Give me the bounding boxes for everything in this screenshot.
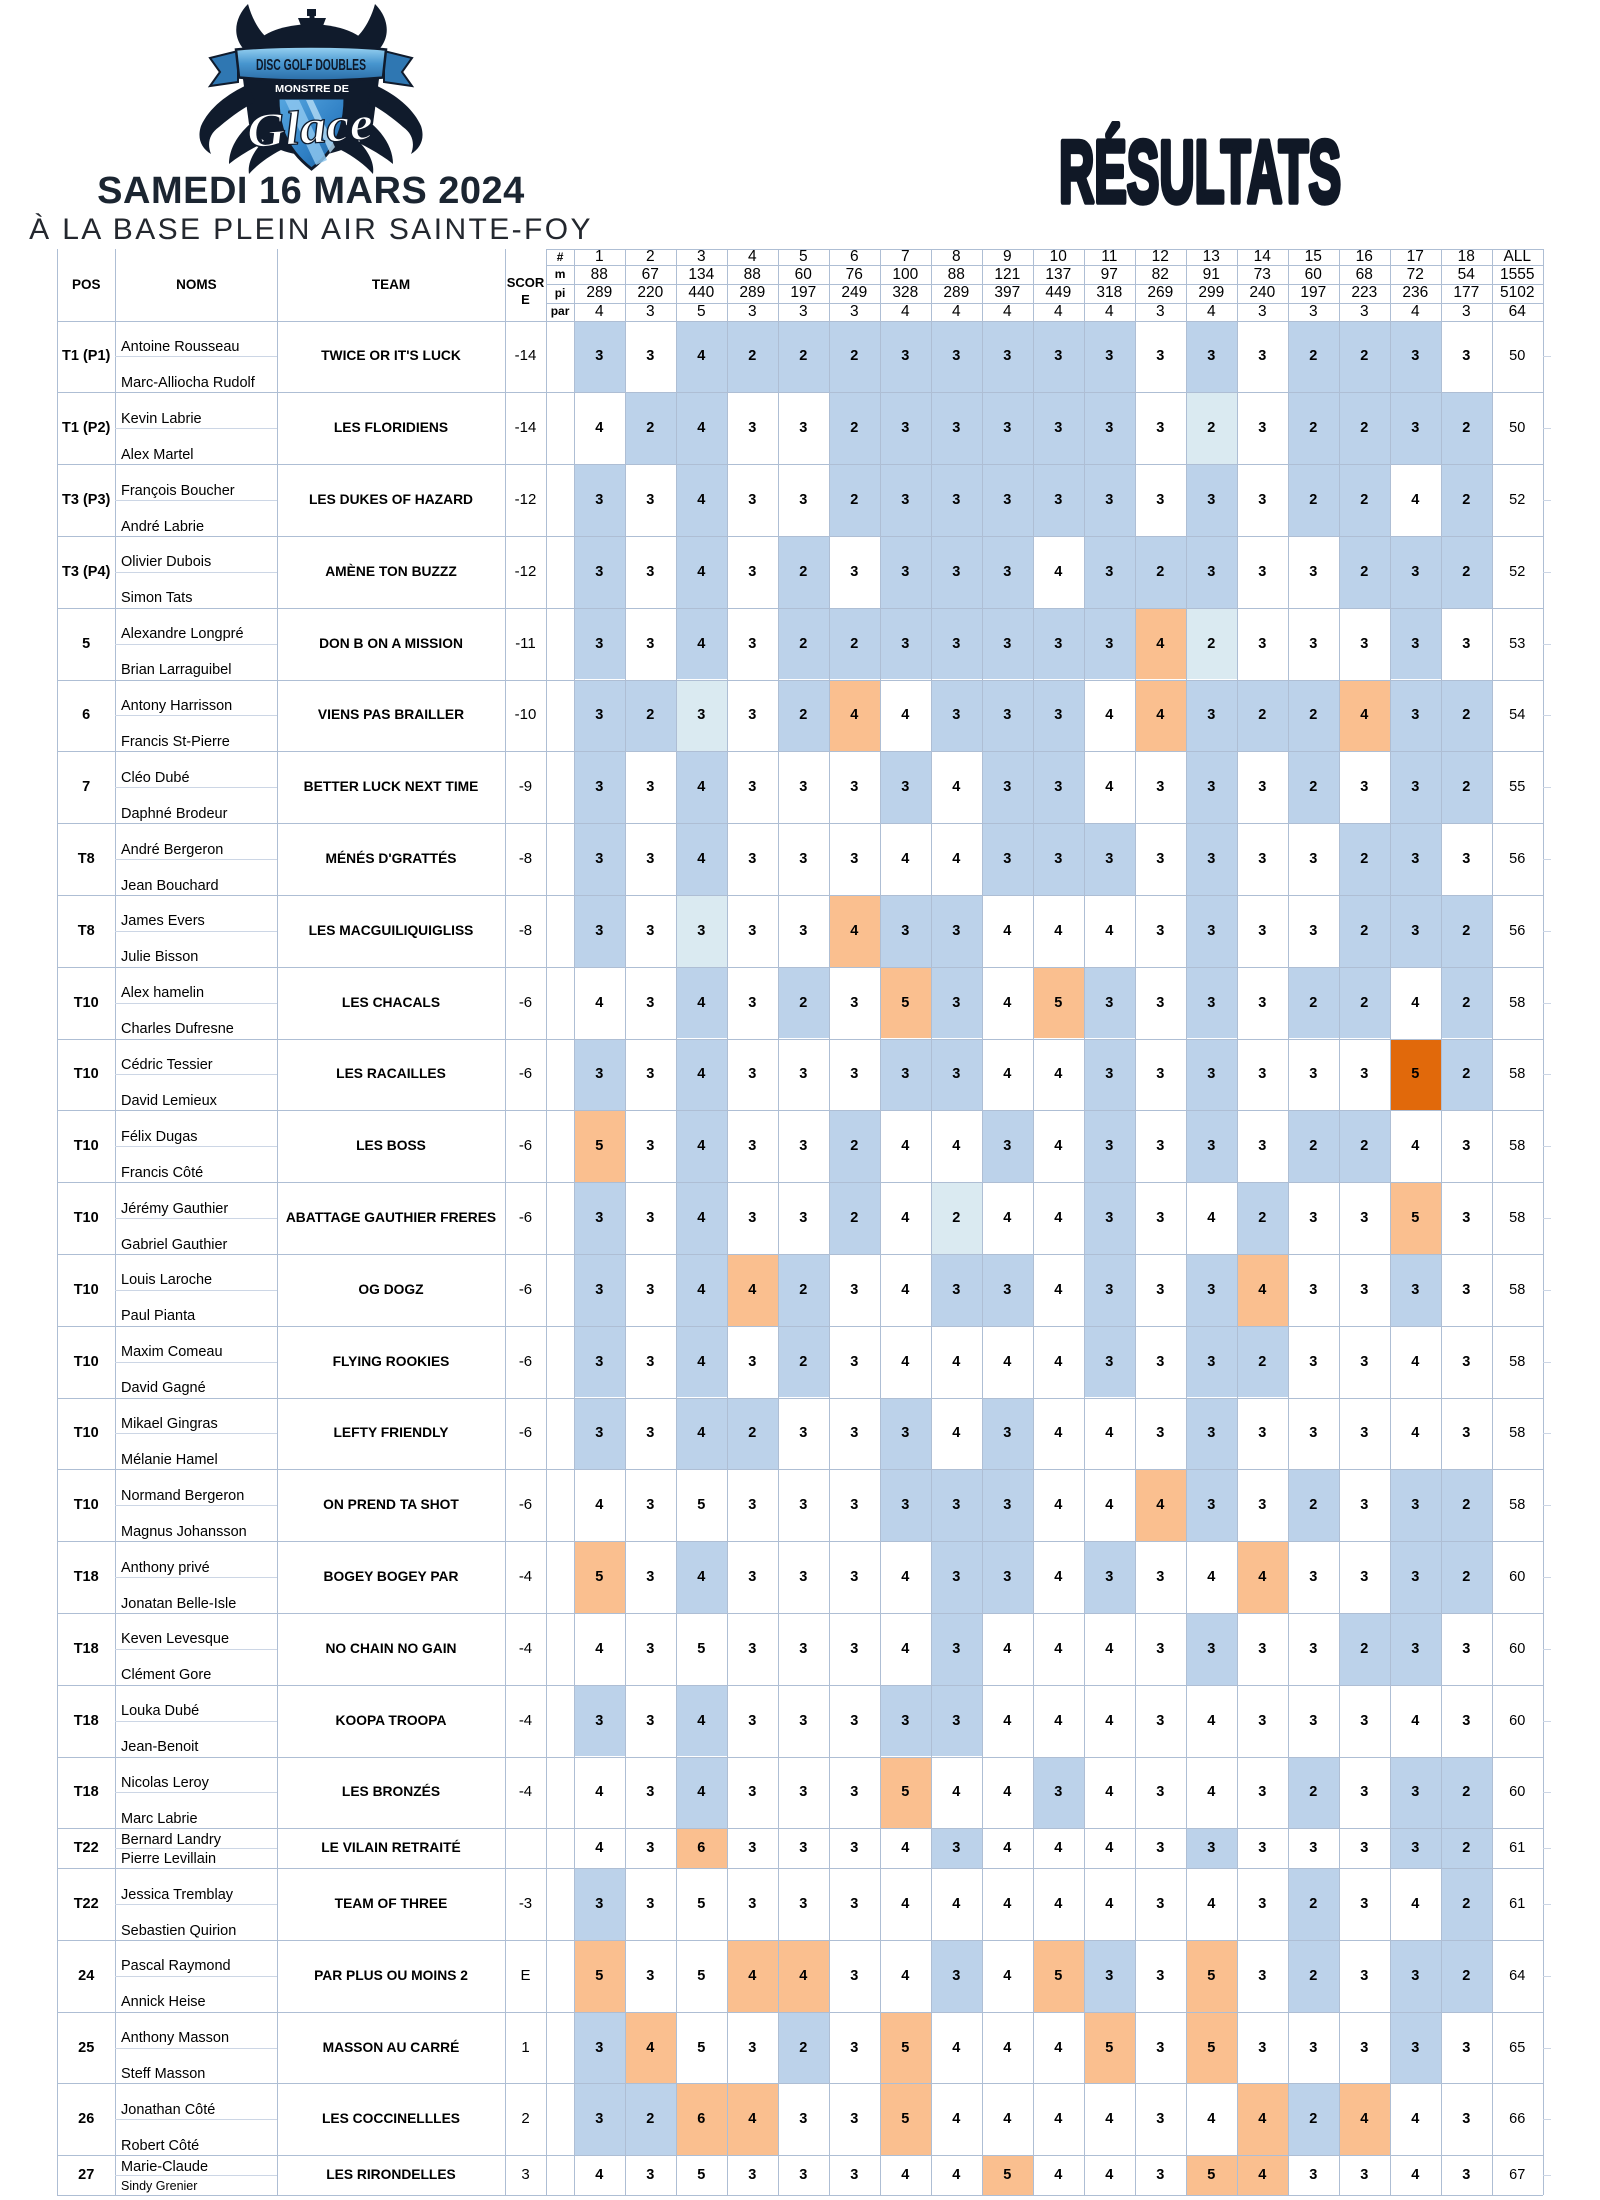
svg-text:DISC GOLF DOUBLES: DISC GOLF DOUBLES xyxy=(256,57,366,74)
svg-text:MONSTRE DE: MONSTRE DE xyxy=(275,83,349,95)
svg-text:RÉSULTATS: RÉSULTATS xyxy=(1059,122,1341,208)
svg-text:Glace: Glace xyxy=(245,97,374,159)
